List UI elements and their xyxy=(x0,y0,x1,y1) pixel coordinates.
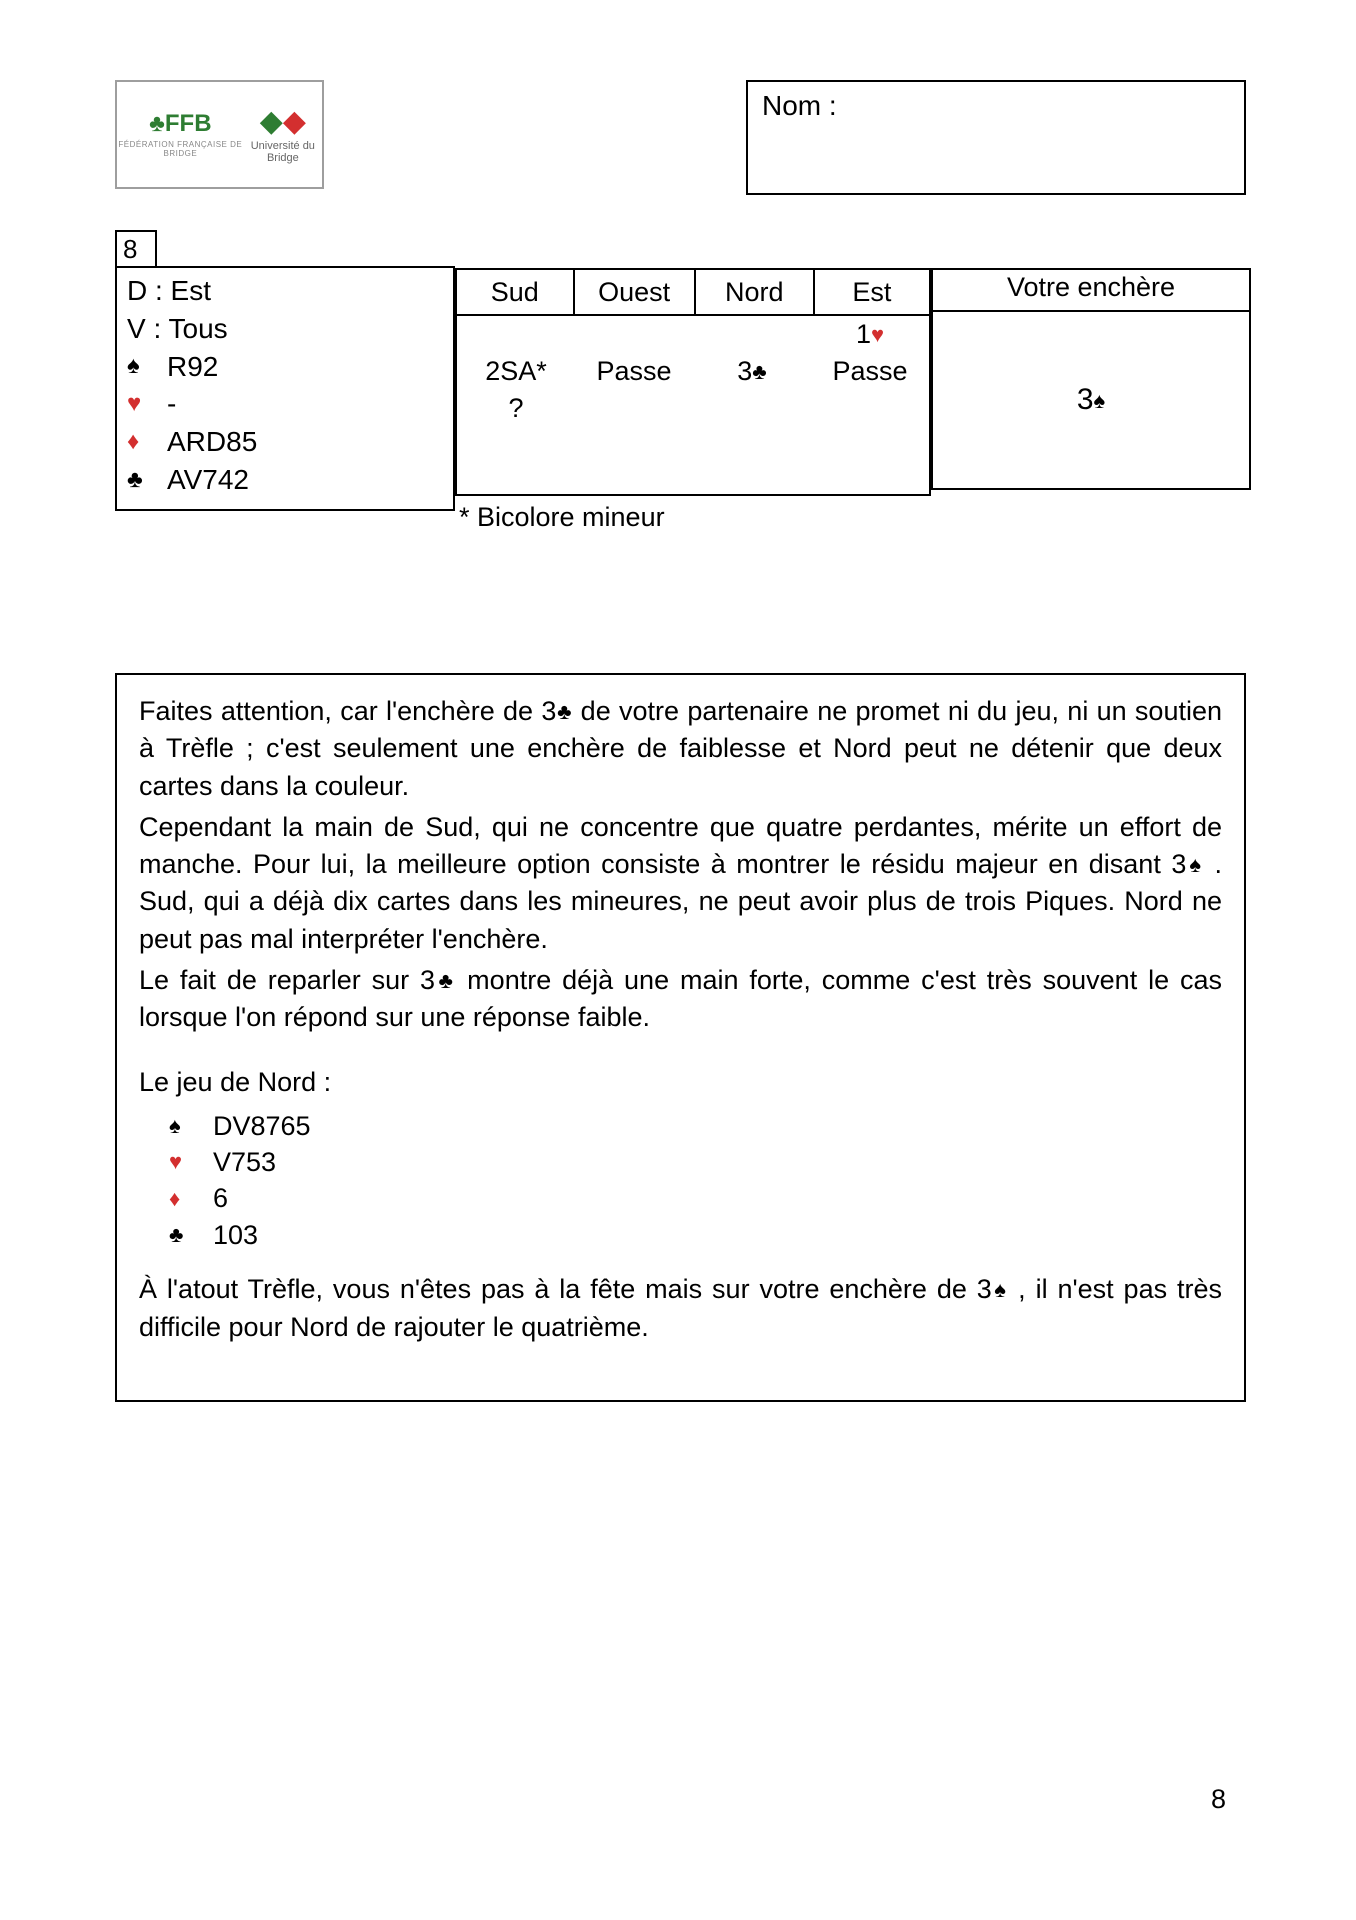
bid-cell: 3♣ xyxy=(693,353,811,390)
bid-cell: 1♥ xyxy=(811,316,929,353)
univ-label: Université du Bridge xyxy=(244,140,322,164)
hand-spades-cards: R92 xyxy=(167,348,218,386)
nord-spades: ♠DV8765 xyxy=(169,1108,1222,1144)
bid-cell: ? xyxy=(457,390,575,427)
bid-cell xyxy=(575,316,693,353)
diamond-icon: ♦ xyxy=(127,426,167,458)
bid-col-sud: Sud xyxy=(456,269,574,315)
logo-box: ♣FFB FÉDÉRATION FRANÇAISE DE BRIDGE ◆◆ U… xyxy=(115,80,324,189)
hand-hearts: ♥ - xyxy=(127,385,443,423)
exp-p2: Cependant la main de Sud, qui ne concent… xyxy=(139,809,1222,958)
hand-wrap: 8 D : Est V : Tous ♠ R92 ♥ - ♦ ARD85 ♣ xyxy=(115,230,455,511)
spade-icon: ♠ xyxy=(127,350,167,382)
hand-hearts-cards: - xyxy=(167,385,176,423)
bidding-body: 1♥2SA*Passe3♣Passe? xyxy=(455,316,931,496)
exp-p4: À l'atout Trèfle, vous n'êtes pas à la f… xyxy=(139,1271,1222,1346)
top-row: ♣FFB FÉDÉRATION FRANÇAISE DE BRIDGE ◆◆ U… xyxy=(115,80,1246,195)
univ-mark-icon: ◆◆ xyxy=(260,105,306,138)
bid-cell xyxy=(457,316,575,353)
answer-wrap: Votre enchère 3♠ xyxy=(931,268,1251,490)
answer-title: Votre enchère xyxy=(931,268,1251,310)
exp-p3: Le fait de reparler sur 3♣ montre déjà u… xyxy=(139,962,1222,1037)
diamond-icon: ♦ xyxy=(169,1184,213,1214)
hand-diamonds-cards: ARD85 xyxy=(167,423,257,461)
club-icon: ♣ xyxy=(127,464,167,496)
bidding-header: Sud Ouest Nord Est xyxy=(455,268,931,316)
bid-cell: Passe xyxy=(811,353,929,390)
answer-box: 3♠ xyxy=(931,310,1251,490)
spade-icon: ♠ xyxy=(169,1111,213,1141)
name-field-box: Nom : xyxy=(746,80,1246,195)
deal-number: 8 xyxy=(115,230,157,266)
page-number: 8 xyxy=(1211,1784,1226,1815)
hand-box: D : Est V : Tous ♠ R92 ♥ - ♦ ARD85 ♣ AV7… xyxy=(115,266,455,511)
answer-value: 3♠ xyxy=(1077,383,1105,417)
club-icon: ♣ xyxy=(556,699,572,724)
hand-clubs-cards: AV742 xyxy=(167,461,249,499)
bid-cell xyxy=(575,390,693,427)
explanation-box: Faites attention, car l'enchère de 3♣ de… xyxy=(115,673,1246,1402)
exp-p1: Faites attention, car l'enchère de 3♣ de… xyxy=(139,693,1222,805)
name-label: Nom : xyxy=(762,90,837,121)
nord-clubs: ♣103 xyxy=(169,1217,1222,1253)
ffb-logo: ♣FFB FÉDÉRATION FRANÇAISE DE BRIDGE xyxy=(117,111,244,159)
bidding-footnote: * Bicolore mineur xyxy=(455,502,931,533)
club-icon: ♣ xyxy=(435,968,456,993)
dealer-line: D : Est xyxy=(127,272,443,310)
nord-intro: Le jeu de Nord : xyxy=(139,1064,1222,1101)
bid-col-ouest: Ouest xyxy=(574,269,695,315)
ffb-mark-icon: ♣FFB xyxy=(149,111,211,137)
hand-spades: ♠ R92 xyxy=(127,348,443,386)
bid-cell xyxy=(693,316,811,353)
nord-diamonds: ♦6 xyxy=(169,1180,1222,1216)
spade-icon: ♠ xyxy=(992,1277,1008,1302)
heart-icon: ♥ xyxy=(127,388,167,420)
deal-row: 8 D : Est V : Tous ♠ R92 ♥ - ♦ ARD85 ♣ xyxy=(115,230,1246,533)
bid-cell: Passe xyxy=(575,353,693,390)
bid-cell: 2SA* xyxy=(457,353,575,390)
univ-logo: ◆◆ Université du Bridge xyxy=(244,105,322,164)
ffb-subtext: FÉDÉRATION FRANÇAISE DE BRIDGE xyxy=(117,141,244,159)
nord-hearts: ♥V753 xyxy=(169,1144,1222,1180)
bidding-wrap: Sud Ouest Nord Est 1♥2SA*Passe3♣Passe? *… xyxy=(455,268,931,533)
page: ♣FFB FÉDÉRATION FRANÇAISE DE BRIDGE ◆◆ U… xyxy=(0,0,1356,1920)
vuln-line: V : Tous xyxy=(127,310,443,348)
hand-clubs: ♣ AV742 xyxy=(127,461,443,499)
bid-col-nord: Nord xyxy=(695,269,814,315)
club-icon: ♣ xyxy=(169,1220,213,1250)
bid-col-est: Est xyxy=(814,269,930,315)
hand-diamonds: ♦ ARD85 xyxy=(127,423,443,461)
heart-icon: ♥ xyxy=(169,1147,213,1177)
spade-icon: ♠ xyxy=(1186,852,1204,877)
bid-cell xyxy=(693,390,811,427)
bid-cell xyxy=(811,390,929,427)
nord-hand: ♠DV8765 ♥V753 ♦6 ♣103 xyxy=(169,1108,1222,1254)
